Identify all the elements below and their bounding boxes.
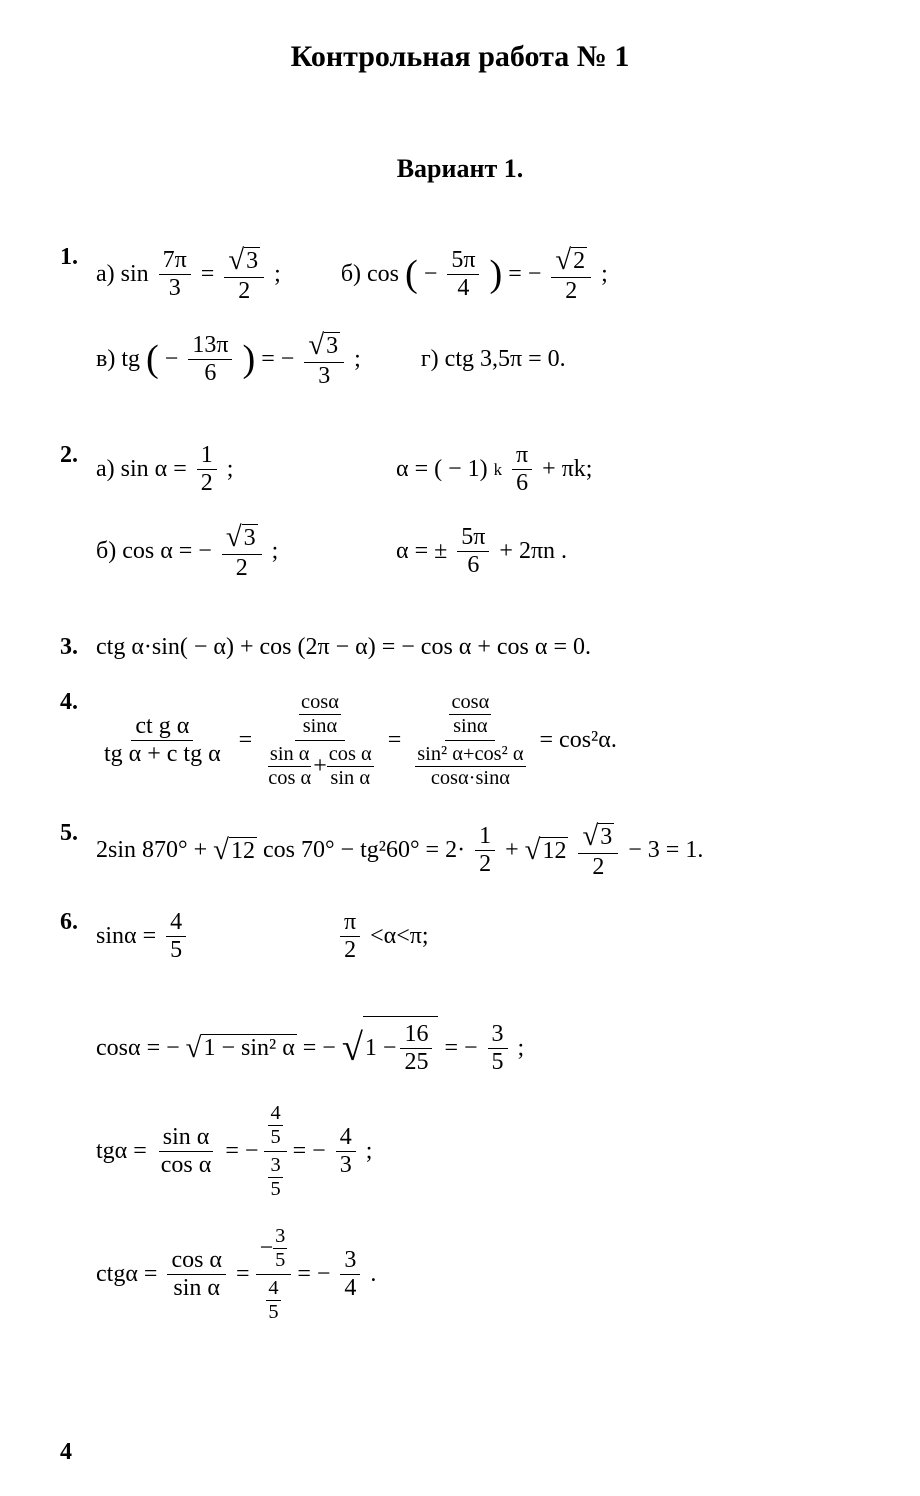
problem-3-text: ctg α·sin( − α) + cos (2π − α) = − cos α… [96, 634, 591, 660]
page-title: Контрольная работа № 1 [60, 40, 860, 74]
problem-6-line3: tgα = sin α cos α = − 4 5 3 5 = − 4 3 ; [96, 1100, 860, 1203]
page-number: 4 [60, 1439, 72, 1466]
problem-4-mid1: cosα sinα sin α cos α + cos α sin α [262, 689, 377, 792]
problem-4-number: 4. [60, 689, 96, 716]
problem-1b: б) cos ( − 5π 4 ) = − √2 2 ; [341, 244, 608, 305]
problem-1-number: 1. [60, 244, 96, 271]
problem-4-rhs: = cos²α. [540, 727, 617, 754]
problem-2b: б) cos α = − √3 2 ; [96, 521, 336, 582]
problem-4-mid2: cosα sinα sin² α+cos² α cosα·sinα [411, 689, 529, 792]
problem-6: 6. sinα = 4 5 π 2 <α<π; [60, 909, 860, 988]
variant-subtitle: Вариант 1. [60, 154, 860, 184]
problem-3-number: 3. [60, 634, 96, 661]
problem-2b-solution: α = ± 5π 6 + 2πn . [396, 524, 567, 579]
problem-6-line2: cosα = − √1 − sin² α = − √ 1 − 16 25 = −… [96, 1016, 860, 1080]
problem-1d: г) ctg 3,5π = 0. [421, 346, 566, 373]
problem-1a: а) sin 7π 3 = √3 2 ; [96, 244, 281, 305]
problem-4: 4. ct g α tg α + c tg α = cosα sinα sin … [60, 689, 860, 792]
problem-6-line4: ctgα = cos α sin α = − 3 5 4 5 = − 3 4 . [96, 1223, 860, 1326]
problem-6-line1: sinα = 4 5 π 2 <α<π; [96, 909, 860, 964]
problem-2: 2. а) sin α = 1 2 ; α = ( − 1)k π 6 + πk… [60, 442, 860, 606]
problem-1: 1. а) sin 7π 3 = √3 2 ; б) cos ( − [60, 244, 860, 414]
problem-6-number: 6. [60, 909, 96, 936]
problem-3: 3. ctg α·sin( − α) + cos (2π − α) = − co… [60, 634, 860, 661]
problem-1c: в) tg ( − 13π 6 ) = − √3 3 ; [96, 329, 361, 390]
problem-5: 5. 2sin 870° + √12 cos 70° − tg²60° = 2·… [60, 820, 860, 881]
problem-2a-solution: α = ( − 1)k π 6 + πk; [396, 442, 592, 497]
problem-5-number: 5. [60, 820, 96, 847]
problem-2a: а) sin α = 1 2 ; [96, 442, 336, 497]
problem-2-number: 2. [60, 442, 96, 469]
problem-4-lhs: ct g α tg α + c tg α [100, 713, 225, 768]
